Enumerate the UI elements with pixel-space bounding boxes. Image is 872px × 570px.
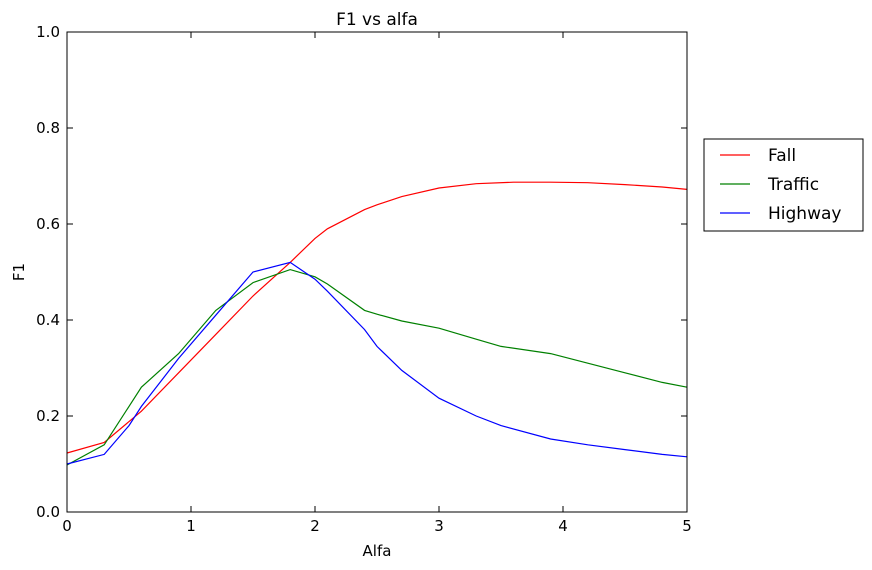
x-tick-label: 3 xyxy=(434,517,444,535)
legend-label: Highway xyxy=(768,204,841,224)
legend-label: Fall xyxy=(768,146,796,166)
y-tick-label: 0.6 xyxy=(36,215,60,233)
y-axis-label: F1 xyxy=(10,263,28,281)
legend-label: Traffic xyxy=(767,175,819,195)
x-tick-label: 5 xyxy=(682,517,692,535)
y-tick-label: 1.0 xyxy=(36,23,60,41)
legend: Fall Traffic Highway xyxy=(703,138,864,232)
x-tick-label: 1 xyxy=(186,517,196,535)
x-tick-label: 2 xyxy=(310,517,320,535)
legend-box xyxy=(703,138,864,232)
chart-title: F1 vs alfa xyxy=(336,10,418,30)
x-axis-label: Alfa xyxy=(363,542,392,560)
axes-frame xyxy=(66,31,688,513)
y-tick-label: 0.2 xyxy=(36,407,60,425)
series-layer xyxy=(66,181,688,466)
series-line-traffic xyxy=(66,268,688,466)
series-line-highway xyxy=(66,261,688,465)
y-tick-label: 0.8 xyxy=(36,119,60,137)
x-tick-label: 0 xyxy=(62,517,72,535)
series-line-fall xyxy=(66,181,688,454)
y-tick-label: 0.4 xyxy=(36,311,60,329)
x-tick-label: 4 xyxy=(558,517,568,535)
y-tick-label: 0.0 xyxy=(36,503,60,521)
ticks-layer: 0 1 2 3 4 5 0.0 0.2 0.4 0.6 0.8 1.0 xyxy=(36,23,692,535)
